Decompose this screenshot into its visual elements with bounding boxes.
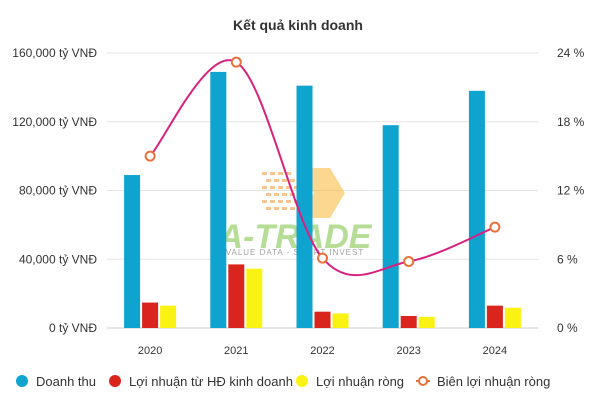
margin-point [230, 56, 242, 68]
watermark-dash [278, 200, 283, 203]
bar-l-i-nhu-n-r-ng [418, 316, 435, 328]
y-left-tick-label: 120,000 tỷ VNĐ [12, 115, 97, 129]
watermark-dash [278, 172, 283, 175]
y-left-tick-label: 80,000 tỷ VNĐ [19, 184, 97, 198]
watermark-dash [286, 200, 291, 203]
watermark-dash [290, 179, 295, 182]
y-left-tick-label: 0 tỷ VNĐ [49, 321, 97, 335]
watermark-dash [262, 186, 267, 189]
x-tick-label: 2022 [310, 345, 334, 357]
x-tick-label: 2021 [224, 345, 248, 357]
bar-l-i-nhu-n-r-ng [504, 307, 521, 328]
legend-swatch-icon [109, 375, 121, 387]
bar-l-i-nhu-n-r-ng [246, 268, 263, 328]
bar-doanh-thu [468, 90, 485, 328]
watermark-dash [282, 179, 287, 182]
legend-label[interactable]: Lợi nhuận ròng [316, 374, 404, 389]
x-tick-label: 2024 [483, 345, 507, 357]
y-left-tick-label: 40,000 tỷ VNĐ [19, 252, 97, 266]
watermark-text: A-TRADE [218, 218, 373, 256]
watermark-dash [262, 172, 267, 175]
bar-l-i-nhu-n-t-h-kinh-doanh [314, 311, 331, 328]
watermark-dash [274, 207, 279, 210]
bar-l-i-nhu-n-t-h-kinh-doanh [228, 264, 245, 328]
legend: Doanh thu Lợi nhuận từ HĐ kinh doanh Lợi n… [16, 374, 550, 389]
watermark-dash [270, 172, 275, 175]
y-right-tick-label: 18 % [557, 115, 585, 129]
axis-labels: 0 tỷ VNĐ 0 % 40,000 tỷ VNĐ 6 % 80,000 tỷ VNĐ… [12, 46, 584, 357]
watermark-dash [262, 200, 267, 203]
bar-l-i-nhu-n-t-h-kinh-doanh [142, 302, 159, 328]
bar-l-i-nhu-n-r-ng [332, 313, 349, 328]
margin-line [144, 56, 501, 277]
y-right-tick-label: 0 % [557, 321, 578, 335]
legend-swatch-icon [296, 375, 308, 387]
x-tick-label: 2020 [138, 345, 162, 357]
margin-point [317, 252, 328, 264]
y-right-tick-label: 6 % [557, 252, 578, 266]
margin-point [403, 256, 415, 268]
x-tick-label: 2023 [396, 345, 420, 357]
watermark-dash [290, 207, 295, 210]
bar-doanh-thu [296, 85, 313, 328]
bars [124, 71, 521, 328]
legend-marker-icon [418, 376, 428, 386]
bar-doanh-thu [210, 71, 227, 328]
bar-l-i-nhu-n-t-h-kinh-doanh [400, 315, 417, 328]
y-right-tick-label: 24 % [557, 46, 585, 60]
watermark-dash [270, 186, 275, 189]
bar-l-i-nhu-n-r-ng [160, 305, 177, 328]
watermark-dash [286, 186, 291, 189]
watermark-dash [270, 200, 275, 203]
watermark-dash [282, 207, 287, 210]
watermark-dash [278, 186, 283, 189]
y-right-tick-label: 12 % [557, 184, 585, 198]
chart-title: Kết quả kinh doanh [233, 17, 363, 33]
bar-doanh-thu [124, 175, 141, 328]
watermark-subtitle: VALUE DATA - SMART INVEST [226, 248, 365, 257]
bar-l-i-nhu-n-t-h-kinh-doanh [486, 305, 503, 328]
legend-swatch-icon [16, 375, 28, 387]
legend-label[interactable]: Lợi nhuận từ HĐ kinh doanh [129, 374, 293, 389]
margin-point [489, 221, 501, 233]
bar-doanh-thu [382, 125, 399, 328]
watermark-dash [266, 207, 271, 210]
margin-line-path [149, 59, 496, 277]
watermark-dash [286, 172, 291, 175]
legend-label[interactable]: Biên lợi nhuận ròng [437, 374, 550, 389]
margin-point [144, 150, 156, 162]
watermark-dash [266, 193, 271, 196]
y-left-tick-label: 160,000 tỷ VNĐ [12, 46, 97, 60]
watermark-dash [274, 193, 279, 196]
legend-label[interactable]: Doanh thu [36, 374, 96, 389]
watermark-dash [282, 193, 287, 196]
watermark-dash [266, 179, 271, 182]
watermark-dash [274, 179, 279, 182]
